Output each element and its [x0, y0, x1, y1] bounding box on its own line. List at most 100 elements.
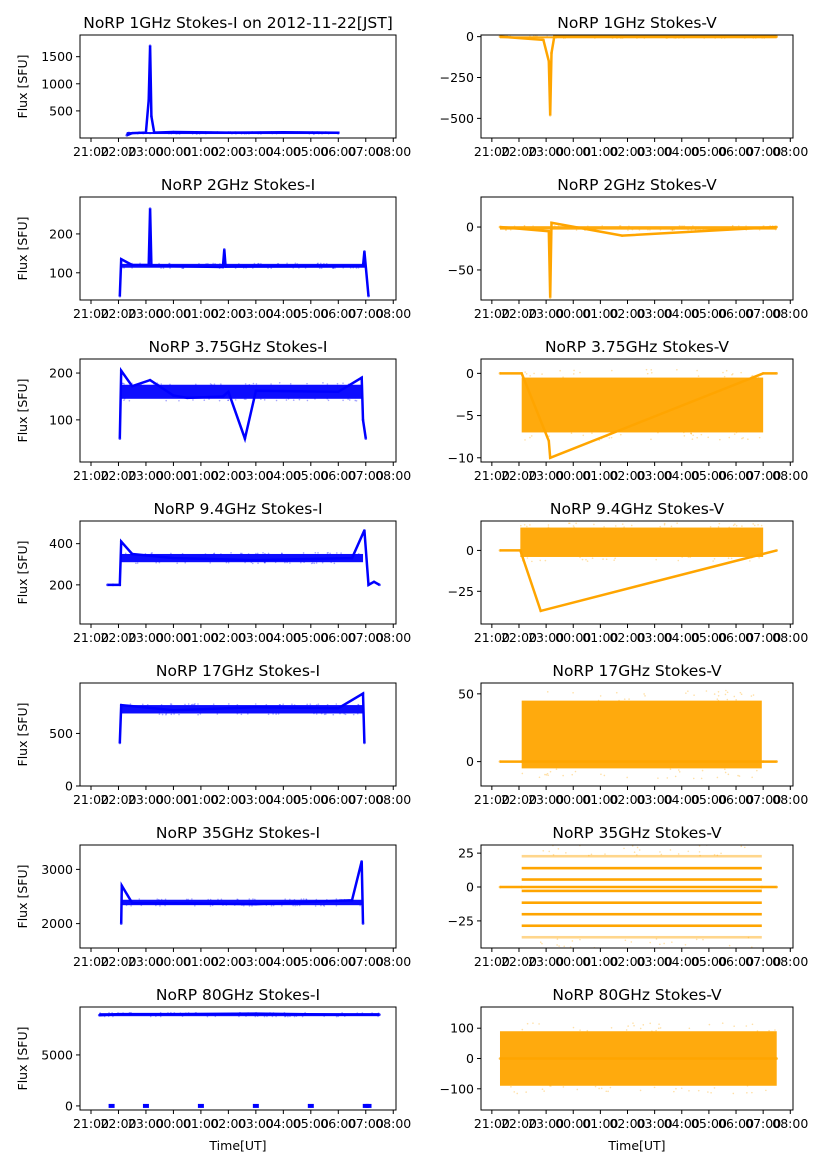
data-point	[130, 901, 134, 905]
data-point	[728, 436, 731, 439]
data-point	[313, 133, 315, 135]
axes-frame	[480, 196, 794, 301]
x-tick-label: 06:00	[718, 954, 754, 969]
data-point	[623, 847, 625, 850]
data-point	[296, 262, 299, 265]
data-point	[747, 936, 750, 939]
data-point	[548, 850, 550, 853]
data-point	[594, 37, 596, 39]
data-point	[321, 561, 324, 564]
y-tick-label: 0	[466, 543, 474, 558]
data-point	[749, 560, 751, 562]
data-point	[305, 898, 308, 900]
data-point	[609, 35, 611, 37]
data-point	[227, 399, 229, 402]
data-point	[221, 265, 225, 269]
data-point	[161, 713, 164, 716]
x-tick-label: 21:00	[474, 1116, 510, 1131]
data-point	[713, 693, 716, 695]
data-point	[761, 372, 765, 375]
data-point	[365, 1103, 372, 1108]
data-point	[248, 898, 251, 900]
x-tick-label: 06:00	[320, 792, 356, 807]
data-point	[683, 37, 685, 39]
data-point	[668, 35, 671, 37]
data-point	[559, 369, 561, 372]
data-point	[245, 398, 247, 400]
chart-title: NoRP 35GHz Stokes-I	[156, 824, 320, 842]
data-point	[170, 132, 173, 135]
data-point	[270, 267, 273, 269]
data-point	[741, 437, 743, 440]
axes-frame	[480, 844, 794, 949]
x-tick-label: 05:00	[293, 1116, 329, 1131]
data-point	[282, 131, 285, 133]
data-point	[342, 267, 345, 269]
data-point	[498, 35, 502, 38]
data-point	[155, 1015, 157, 1018]
data-band	[521, 700, 762, 769]
x-tick-label: 22:00	[100, 468, 136, 483]
data-point	[728, 944, 731, 947]
data-point	[204, 553, 207, 555]
data-point	[723, 768, 726, 771]
data-point	[550, 51, 553, 55]
data-point	[208, 398, 210, 400]
x-tick-label: 23:00	[128, 468, 164, 483]
data-point	[245, 1015, 247, 1018]
data-point	[676, 522, 678, 525]
plot-area	[498, 221, 779, 299]
data-point	[254, 898, 256, 901]
x-tick-label: 04:00	[664, 792, 700, 807]
x-tick-label: 23:00	[528, 468, 564, 483]
x-tick-label: 04:00	[664, 954, 700, 969]
data-point	[774, 225, 777, 227]
data-point	[603, 774, 606, 777]
data-point	[356, 712, 359, 715]
data-point	[120, 884, 124, 887]
data-point	[335, 898, 338, 900]
x-tick-label: 03:00	[238, 954, 274, 969]
data-point	[271, 1015, 274, 1018]
data-point	[570, 432, 573, 435]
data-point	[172, 264, 175, 268]
data-point	[117, 1012, 119, 1014]
y-tick-label: 2000	[41, 916, 73, 931]
data-point	[227, 399, 230, 401]
subplot-11: NoRP 35GHz Stokes-I 2000 3000 21:0022:0023:…	[15, 824, 411, 969]
data-point	[647, 228, 649, 231]
data-point	[136, 562, 139, 564]
data-point	[708, 1023, 711, 1026]
data-point	[155, 904, 157, 907]
data-point	[653, 1057, 656, 1060]
data-point	[247, 553, 250, 555]
data-point	[361, 922, 365, 925]
data-point	[159, 1015, 162, 1018]
data-point	[694, 229, 697, 231]
x-tick-label: 01:00	[183, 144, 219, 159]
data-point	[276, 263, 279, 265]
data-point	[227, 561, 230, 564]
data-point	[197, 713, 199, 716]
x-tick-label: 21:00	[73, 1116, 109, 1131]
data-band	[499, 226, 777, 230]
data-point	[542, 38, 545, 42]
data-point	[636, 854, 638, 856]
data-point	[666, 37, 669, 39]
data-point	[284, 1015, 287, 1018]
y-tick-label: 0	[65, 779, 73, 794]
x-tick-label: 01:00	[582, 306, 618, 321]
data-point	[150, 262, 152, 265]
plot-area	[498, 1022, 779, 1095]
data-point	[727, 557, 730, 559]
data-point	[250, 561, 253, 564]
data-point	[117, 1012, 120, 1016]
data-point	[167, 1012, 169, 1014]
data-point	[600, 437, 603, 440]
data-point	[698, 851, 701, 853]
x-tick-label: 05:00	[691, 144, 727, 159]
x-tick-label: 21:00	[73, 630, 109, 645]
y-tick-label: 0	[466, 754, 474, 769]
data-point	[254, 902, 258, 906]
